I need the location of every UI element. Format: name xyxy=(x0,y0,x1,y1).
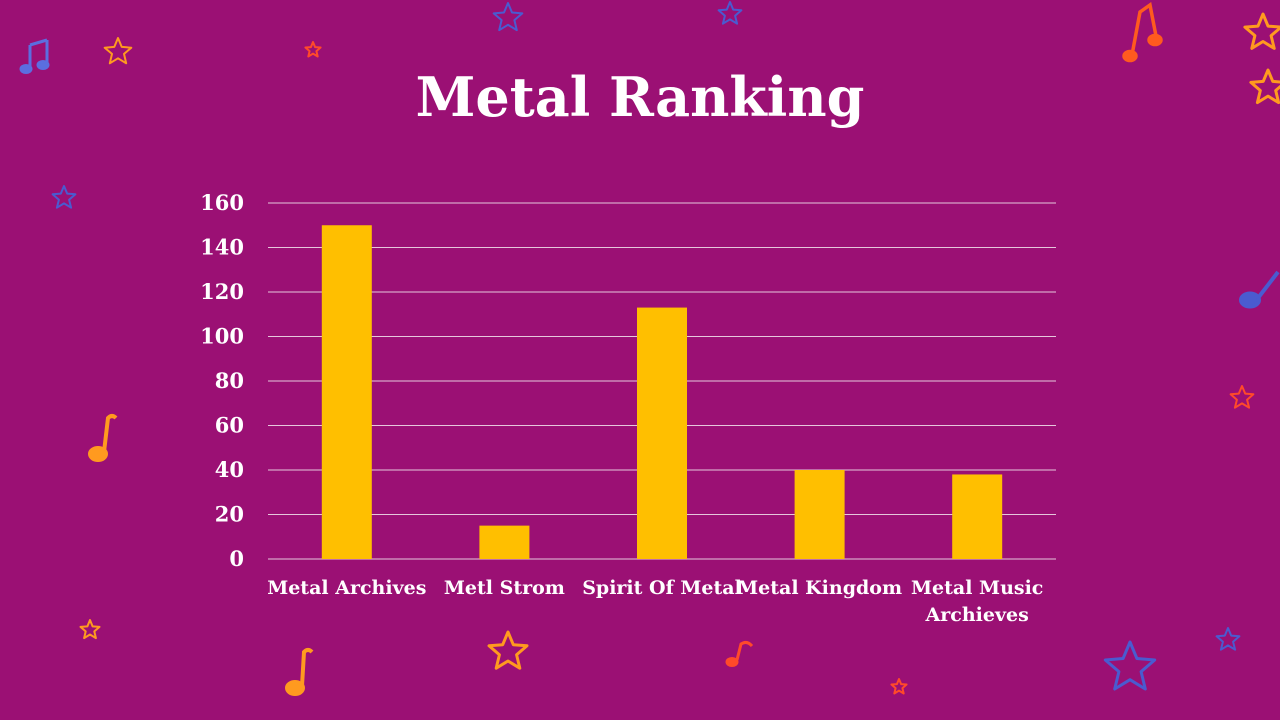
x-tick-label: Metal Archives xyxy=(267,577,426,599)
x-tick-label: Spirit Of Metal xyxy=(582,577,742,599)
y-tick-label: 80 xyxy=(215,368,244,393)
music-note-icon xyxy=(1122,2,1163,63)
star-icon xyxy=(1103,640,1157,691)
y-tick-label: 40 xyxy=(215,457,244,482)
y-tick-label: 120 xyxy=(200,279,244,304)
music-note-icon xyxy=(725,640,754,667)
music-note-icon xyxy=(19,38,50,74)
y-tick-label: 0 xyxy=(229,546,244,571)
star-icon xyxy=(1243,12,1280,50)
bar xyxy=(794,470,845,559)
x-tick-label: Metal Music Archieves xyxy=(911,577,1043,626)
star-icon xyxy=(304,41,322,58)
music-note-icon xyxy=(1239,270,1280,309)
star-icon xyxy=(103,37,133,65)
bar xyxy=(479,525,530,559)
bar xyxy=(952,474,1003,559)
y-tick-label: 60 xyxy=(215,413,244,438)
star-icon xyxy=(492,2,524,32)
star-icon xyxy=(1215,627,1241,651)
bar xyxy=(321,225,372,559)
star-icon xyxy=(487,630,529,670)
y-tick-label: 100 xyxy=(200,324,244,349)
star-icon xyxy=(79,619,101,640)
x-tick-label: Metal Kingdom xyxy=(737,577,902,599)
y-tick-label: 140 xyxy=(200,235,244,260)
star-icon xyxy=(890,678,908,695)
bar xyxy=(637,307,687,559)
star-icon xyxy=(51,185,77,209)
star-icon xyxy=(717,1,743,25)
star-icon xyxy=(1229,385,1255,409)
music-note-icon xyxy=(285,648,314,696)
page-title: Metal Ranking xyxy=(415,65,865,129)
y-tick-label: 160 xyxy=(200,190,244,215)
y-tick-label: 20 xyxy=(215,502,244,527)
star-icon xyxy=(1249,68,1280,105)
music-note-icon xyxy=(88,414,118,462)
x-tick-label: Metl Strom xyxy=(444,577,565,599)
